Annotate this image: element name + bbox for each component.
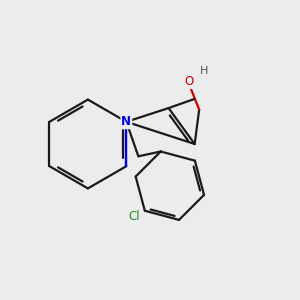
Text: N: N [122, 115, 131, 128]
Text: H: H [200, 65, 208, 76]
Text: Cl: Cl [128, 210, 140, 223]
Text: O: O [184, 75, 193, 88]
